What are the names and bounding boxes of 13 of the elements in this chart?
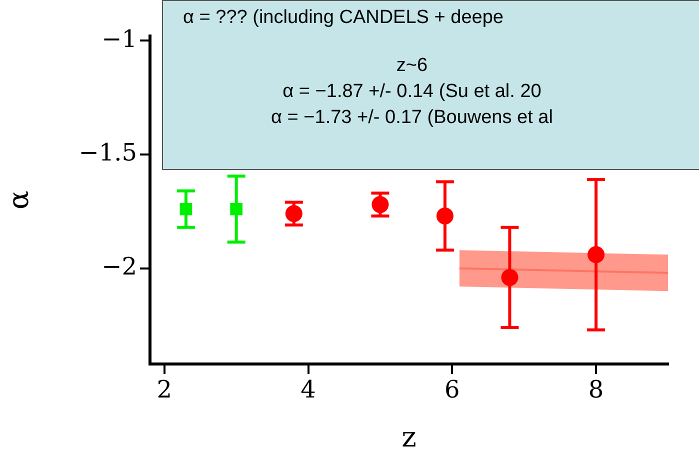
annotation: α = −1.73 +/- 0.17 (Bouwens et al xyxy=(270,106,554,130)
x-axis-title: z xyxy=(402,420,416,454)
y-tick-label: −2 xyxy=(102,252,137,281)
y-axis-title: α xyxy=(2,190,36,210)
x-tick-label: 4 xyxy=(300,376,316,404)
annotation: z~6 xyxy=(395,54,429,78)
y-tick-label: −1.5 xyxy=(78,138,137,167)
x-tick-label: 6 xyxy=(444,376,460,404)
x-tick-label: 2 xyxy=(156,376,172,404)
x-tick-label: 8 xyxy=(588,376,604,404)
y-tick-label: −1 xyxy=(102,24,137,53)
text-box: α = ??? (including CANDELS + deepe z~6 α = −1.87 +/- 0.14 (Su et al. 20 α = −1.73 +/- 0.17 (Bouwens et al xyxy=(162,0,699,170)
annotation: α = −1.87 +/- 0.14 (Su et al. 20 xyxy=(282,80,542,104)
